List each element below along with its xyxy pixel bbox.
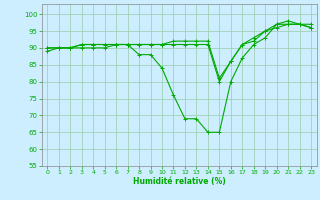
X-axis label: Humidité relative (%): Humidité relative (%) [133,177,226,186]
